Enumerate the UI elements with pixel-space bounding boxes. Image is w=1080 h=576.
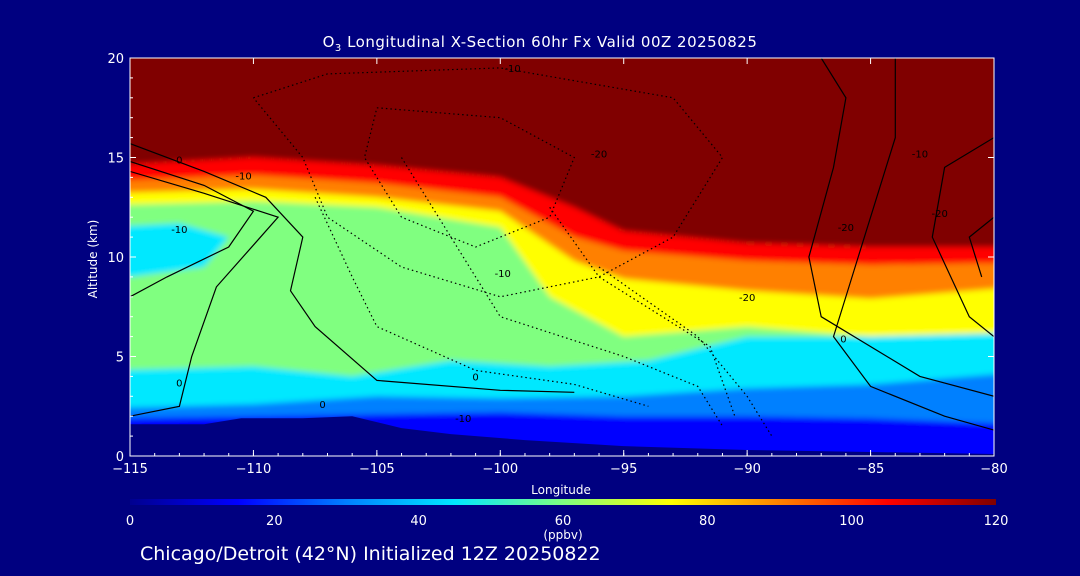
contour-solid-5 [931,137,994,338]
field-pocket-cyan [130,223,229,277]
contour-label: 0 [840,335,846,346]
x-tick-label: −100 [482,462,518,477]
colorbar-tick-label: 60 [555,514,572,529]
contour-solid-2 [130,143,575,393]
y-tick-label: 5 [116,351,124,366]
contour-dashed-1 [252,67,724,298]
colorbar-tick-label: 100 [839,514,864,529]
contour-label: -20 [838,223,854,234]
contour-label: -10 [171,225,187,236]
contour-label: 0 [319,400,325,411]
contour-dashed-2 [363,107,576,248]
field-layer-yellow [130,189,994,337]
contour-solid-1 [130,170,280,417]
x-tick-label: −80 [980,462,1007,477]
contour-label: -10 [235,171,251,182]
contour-solid-7 [808,58,994,397]
colorbar-ramp [130,499,996,505]
terrain-mask [130,416,994,456]
y-axis-label: Altitude (km) [86,219,100,299]
colorbar-tick-label: 20 [266,514,283,529]
colorbar-tick-label: 80 [699,514,716,529]
contour-label: -10 [504,64,520,75]
contour-dashed-3 [598,266,773,437]
x-tick-label: −105 [359,462,395,477]
colorbar-tick-label: 40 [410,514,427,529]
y-tick-label: 10 [107,251,124,266]
y-tick-label: 0 [116,450,124,465]
x-tick-label: −115 [112,462,148,477]
field-layer-orange [130,175,994,299]
x-tick-label: −85 [857,462,884,477]
chart-title: O3 Longitudinal X-Section 60hr Fx Valid … [322,33,758,54]
contour-dashed-4 [549,206,736,417]
contour-solid-6 [968,216,994,278]
colorbar-tick-label: 0 [126,514,134,529]
colorbar-unit-label: (ppbv) [543,528,583,542]
x-tick-label: −110 [236,462,272,477]
x-tick-label: −95 [610,462,637,477]
contour-solid-3 [130,160,255,298]
contour-solid-4 [832,58,994,431]
contour-label: 0 [472,372,478,383]
contour-label: -10 [455,414,471,425]
field-layer-red [130,157,994,265]
x-axis-label: Longitude [531,483,591,497]
footer-caption: Chicago/Detroit (42°N) Initialized 12Z 2… [140,543,601,565]
contour-label: -20 [739,293,755,304]
y-tick-label: 20 [107,52,124,67]
contour-dashed-6 [400,157,724,427]
contour-label: -20 [932,209,948,220]
contour-label: -10 [495,269,511,280]
colorbar-tick-label: 120 [984,514,1009,529]
field-layer-stratosphere [130,58,994,247]
contour-label: 0 [176,155,182,166]
contour-label: -20 [591,150,607,161]
y-tick-label: 15 [107,152,124,167]
contour-dashed-5 [314,197,649,407]
contour-label: -10 [912,150,928,161]
x-tick-label: −90 [733,462,760,477]
contour-label: 0 [176,378,182,389]
